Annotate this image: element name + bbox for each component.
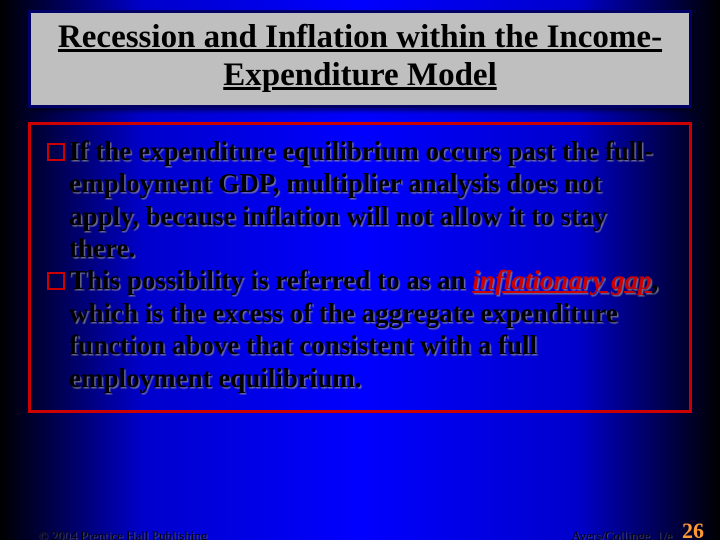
- footer-attribution: Ayers/Collinge, 1/e: [571, 528, 672, 540]
- footer-copyright: © 2004 Prentice Hall Publishing: [38, 528, 207, 540]
- page-number: 26: [682, 518, 704, 540]
- bullet-square-icon: [47, 272, 65, 290]
- content-box: If the expenditure equilibrium occurs pa…: [28, 122, 692, 413]
- title-box: Recession and Inflation within the Incom…: [28, 10, 692, 108]
- bullet-square-icon: [47, 143, 65, 161]
- bullet-text: If the expenditure equilibrium occurs pa…: [69, 135, 673, 265]
- slide-title: Recession and Inflation within the Incom…: [51, 19, 669, 95]
- bullet-pre: If the expenditure equilibrium occurs pa…: [69, 136, 653, 263]
- bullet-item: This possibility is referred to as an in…: [47, 264, 673, 394]
- footer-right-wrap: Ayers/Collinge, 1/e 26: [571, 518, 704, 540]
- bullet-item: If the expenditure equilibrium occurs pa…: [47, 135, 673, 265]
- footer: © 2004 Prentice Hall Publishing Ayers/Co…: [0, 518, 720, 540]
- bullet-keyword: inflationary gap: [472, 265, 651, 295]
- bullet-text: This possibility is referred to as an in…: [69, 264, 673, 394]
- bullet-pre: This possibility is referred to as an: [69, 265, 472, 295]
